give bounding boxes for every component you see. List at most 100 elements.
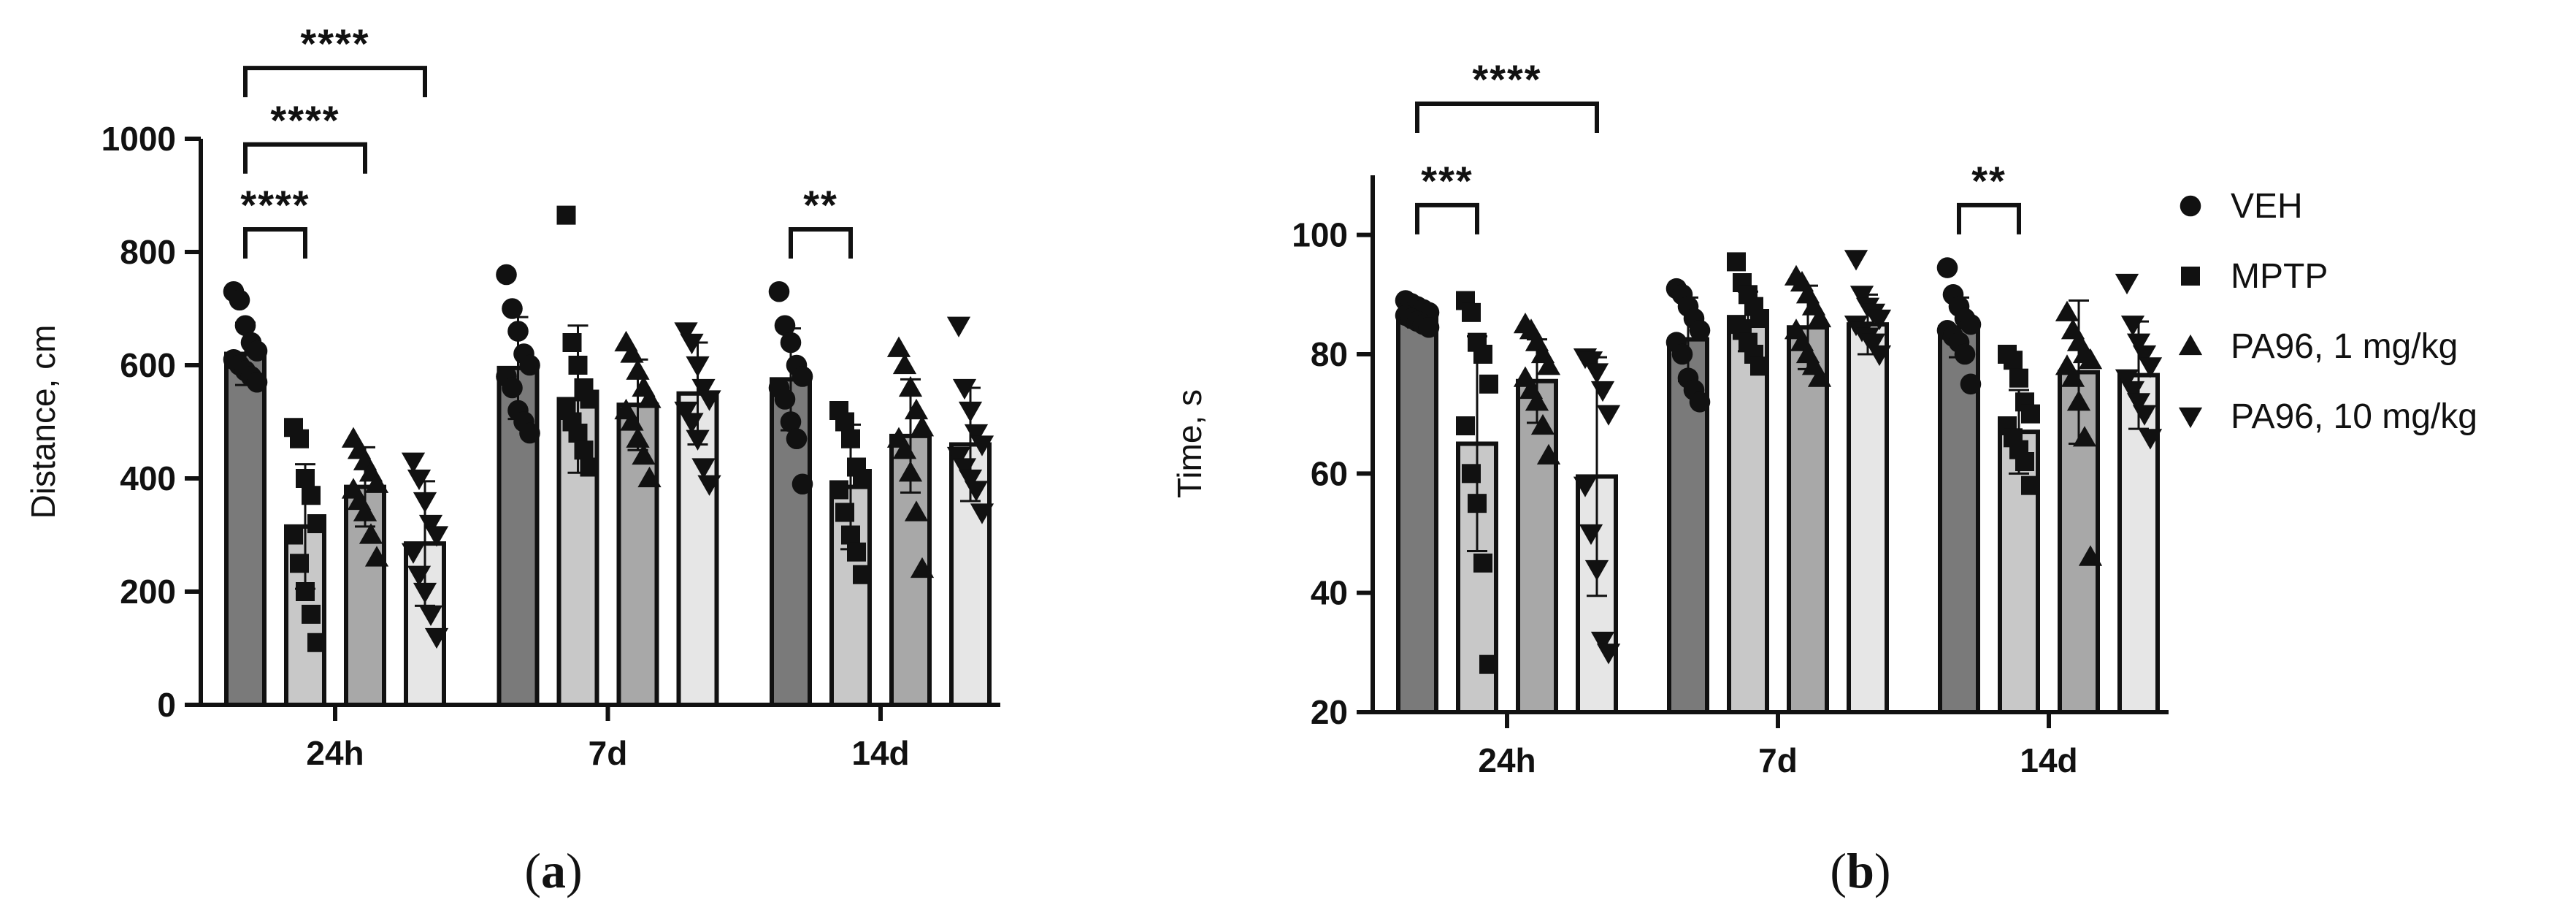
bar — [1727, 319, 1769, 715]
significance-label: **** — [240, 182, 310, 228]
data-point — [680, 333, 704, 355]
data-point — [1579, 524, 1603, 546]
significance-bracket — [1415, 102, 1599, 133]
y-tick-label: 80 — [1311, 335, 1348, 373]
x-tick-label: 24h — [306, 734, 364, 772]
legend-label: PA96, 10 mg/kg — [2231, 397, 2477, 436]
significance-bracket — [243, 142, 367, 174]
x-tick-label: 7d — [1758, 741, 1798, 779]
panel-label: (b) — [1830, 843, 1890, 898]
bar — [1847, 322, 1889, 714]
y-tick-label: 40 — [1311, 574, 1348, 612]
legend-marker — [2178, 407, 2203, 429]
data-point — [1750, 356, 1769, 376]
data-point — [502, 377, 523, 399]
data-point — [1462, 464, 1481, 484]
data-point — [1536, 354, 1561, 375]
x-tick-label: 7d — [589, 734, 628, 772]
data-point — [2055, 300, 2079, 321]
data-point — [413, 582, 437, 604]
data-point — [2115, 273, 2139, 295]
legend-marker — [2180, 195, 2201, 217]
y-tick-label: 0 — [157, 686, 176, 724]
data-point — [958, 401, 983, 423]
data-point — [568, 356, 588, 375]
data-point — [691, 458, 716, 479]
data-point — [1960, 373, 1982, 395]
data-point — [496, 264, 517, 286]
data-point — [2132, 405, 2157, 426]
data-point — [302, 486, 321, 505]
panel-label-close: ) — [1874, 843, 1891, 898]
y-tick-label: 600 — [120, 346, 176, 384]
panel-label-letter: a — [541, 843, 566, 898]
data-point — [296, 582, 315, 601]
data-point — [1590, 381, 1615, 402]
data-point — [502, 298, 523, 319]
y-axis-title: Distance, cm — [24, 325, 62, 519]
data-point — [2004, 351, 2023, 370]
y-tick-label: 100 — [1292, 216, 1348, 254]
data-point — [853, 565, 872, 584]
data-point — [841, 429, 860, 448]
data-point — [1750, 309, 1769, 328]
significance-label: ** — [803, 182, 838, 228]
bar — [1516, 378, 1558, 714]
data-point — [1596, 643, 1621, 665]
data-point — [407, 469, 432, 491]
data-point — [780, 332, 802, 354]
data-point — [2126, 393, 2151, 414]
data-point — [1573, 476, 1598, 497]
data-point — [1867, 309, 1892, 331]
data-point — [637, 466, 662, 488]
legend-label: PA96, 1 mg/kg — [2231, 327, 2458, 366]
y-tick-label: 800 — [120, 233, 176, 271]
data-point — [353, 500, 377, 522]
y-tick-label: 60 — [1311, 454, 1348, 492]
data-point — [780, 411, 802, 432]
data-point — [1954, 343, 1976, 365]
x-tick-label: 14d — [2020, 741, 2077, 779]
data-point — [2126, 333, 2151, 354]
legend-marker — [2178, 334, 2203, 356]
data-point — [1844, 250, 1868, 271]
data-point — [1936, 257, 1958, 278]
data-point — [1525, 390, 1549, 411]
data-point — [562, 333, 582, 352]
y-tick-label: 20 — [1311, 693, 1348, 731]
significance-label: ** — [1971, 158, 2006, 204]
data-point — [910, 416, 935, 437]
bar — [1396, 313, 1438, 714]
x-tick-label: 24h — [1478, 741, 1536, 779]
y-axis-title: Time, s — [1170, 389, 1208, 498]
data-point — [898, 375, 923, 397]
data-point — [686, 356, 710, 378]
data-point — [952, 378, 977, 400]
panel-label-letter: b — [1847, 843, 1874, 898]
data-point — [580, 457, 599, 477]
data-point — [519, 422, 540, 444]
data-point — [1479, 374, 1498, 394]
data-point — [774, 315, 796, 337]
data-point — [2078, 545, 2103, 566]
data-point — [632, 443, 656, 465]
data-point — [774, 389, 796, 410]
data-point — [946, 446, 971, 468]
data-point — [835, 503, 854, 522]
data-point — [626, 359, 650, 380]
data-point — [970, 435, 994, 457]
data-point — [401, 452, 426, 473]
data-point — [418, 514, 443, 536]
data-point — [1727, 252, 1746, 272]
data-point — [2120, 316, 2145, 337]
data-point — [697, 475, 721, 496]
data-point — [246, 371, 268, 393]
data-point — [958, 469, 983, 491]
data-point — [791, 366, 813, 387]
data-point — [424, 526, 449, 547]
data-point — [290, 429, 309, 448]
data-point — [904, 500, 929, 522]
y-tick-label: 200 — [120, 573, 176, 611]
significance-label: **** — [300, 20, 369, 66]
data-point — [1849, 286, 1874, 307]
